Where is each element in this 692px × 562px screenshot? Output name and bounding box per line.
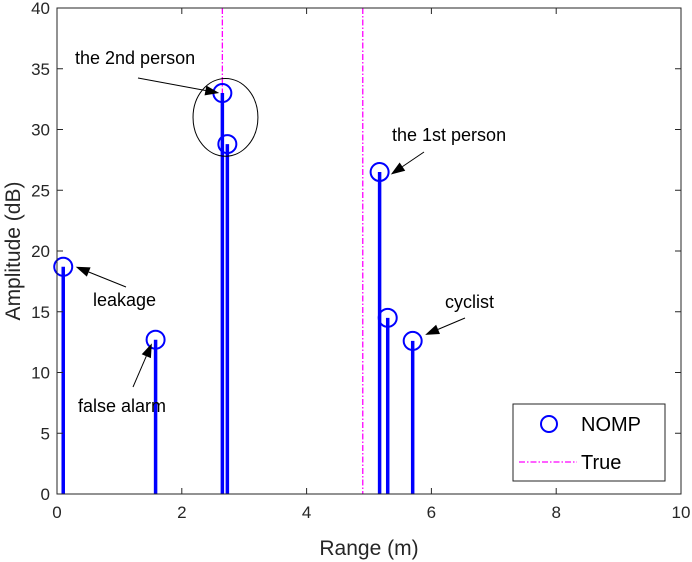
x-tick-label: 4 — [302, 503, 311, 522]
axes: 0 2 4 6 8 10 0 5 10 15 20 25 30 35 40 — [31, 0, 690, 522]
annotation-label: the 2nd person — [75, 48, 195, 68]
y-tick-label: 35 — [31, 60, 50, 79]
x-tick-label: 6 — [427, 503, 436, 522]
y-tick-label: 5 — [41, 424, 50, 443]
annotation-arrow-line — [132, 355, 147, 388]
x-tick-label: 0 — [52, 503, 61, 522]
y-tick-label: 30 — [31, 121, 50, 140]
annotation-arrow-head — [75, 266, 91, 277]
x-axis-title: Range (m) — [319, 537, 418, 560]
annotation-label: false alarm — [78, 396, 166, 416]
x-tick-label: 8 — [551, 503, 560, 522]
y-axis-title: Amplitude (dB) — [2, 182, 25, 321]
annotation-label: cyclist — [445, 292, 494, 312]
y-tick-label: 10 — [31, 364, 50, 383]
annotation-label: leakage — [93, 290, 156, 310]
annotation-arrow-head — [425, 324, 441, 335]
legend: NOMP True — [512, 403, 666, 482]
highlight-circle — [192, 77, 259, 157]
x-tick-label: 10 — [672, 503, 691, 522]
y-tick-label: 20 — [31, 242, 50, 261]
annotation-arrow-line — [437, 317, 466, 330]
nomp-marker — [53, 256, 74, 277]
annotation-arrow-line — [88, 271, 127, 288]
annotations: the 2nd person the 1st person leakage cycli… — [75, 48, 506, 416]
nomp-marker — [217, 134, 238, 155]
y-tick-label: 40 — [31, 0, 50, 18]
annotation-arrow-line — [137, 77, 206, 91]
highlight-group — [192, 77, 259, 157]
legend-true-label: True — [581, 452, 621, 474]
legend-nomp-label: NOMP — [581, 414, 641, 436]
x-tick-label: 2 — [177, 503, 186, 522]
annotation-arrow-head — [204, 85, 220, 96]
nomp-marker — [145, 329, 166, 350]
y-tick-label: 15 — [31, 303, 50, 322]
legend-box — [512, 403, 666, 482]
nomp-marker — [369, 162, 390, 183]
y-tick-label: 25 — [31, 181, 50, 200]
y-tick-label: 0 — [41, 485, 50, 504]
annotation-label: the 1st person — [392, 125, 506, 145]
nomp-series — [53, 83, 423, 494]
annotation-arrow-line — [402, 151, 425, 168]
annotation-arrow-head — [390, 162, 406, 175]
nomp-marker — [377, 307, 398, 328]
legend-nomp-marker — [540, 415, 558, 433]
annotation-arrow-head — [141, 343, 152, 359]
nomp-marker — [402, 330, 423, 351]
